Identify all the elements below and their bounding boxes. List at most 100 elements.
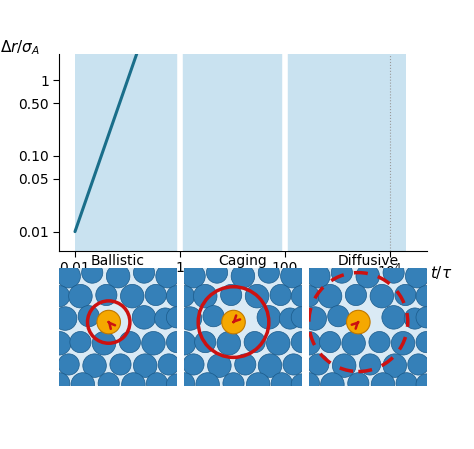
Circle shape bbox=[120, 284, 144, 308]
Circle shape bbox=[283, 354, 304, 375]
Circle shape bbox=[196, 373, 219, 396]
Circle shape bbox=[280, 308, 301, 329]
Circle shape bbox=[193, 284, 217, 308]
Circle shape bbox=[183, 354, 204, 375]
Circle shape bbox=[298, 373, 319, 394]
Circle shape bbox=[298, 286, 319, 307]
Circle shape bbox=[223, 373, 244, 394]
Circle shape bbox=[155, 308, 176, 329]
Circle shape bbox=[195, 331, 216, 352]
Circle shape bbox=[346, 284, 366, 306]
Circle shape bbox=[405, 264, 429, 288]
Circle shape bbox=[319, 331, 341, 352]
Circle shape bbox=[396, 373, 417, 394]
Circle shape bbox=[416, 374, 437, 395]
Bar bbox=[285, 0, 406, 251]
Circle shape bbox=[166, 331, 188, 352]
Circle shape bbox=[266, 331, 290, 355]
Circle shape bbox=[217, 331, 241, 355]
Circle shape bbox=[270, 284, 291, 306]
Circle shape bbox=[222, 310, 245, 334]
Circle shape bbox=[291, 374, 312, 395]
Circle shape bbox=[172, 331, 196, 355]
Circle shape bbox=[122, 373, 145, 396]
Circle shape bbox=[173, 286, 195, 307]
Circle shape bbox=[320, 373, 344, 396]
Circle shape bbox=[142, 331, 165, 355]
Circle shape bbox=[69, 284, 92, 308]
Circle shape bbox=[257, 306, 281, 329]
Circle shape bbox=[382, 306, 405, 329]
Circle shape bbox=[119, 331, 140, 352]
Circle shape bbox=[173, 373, 195, 394]
Circle shape bbox=[331, 262, 353, 283]
Circle shape bbox=[166, 286, 188, 307]
Circle shape bbox=[369, 331, 390, 352]
Title: Caging: Caging bbox=[219, 254, 267, 268]
Circle shape bbox=[70, 331, 91, 352]
Circle shape bbox=[391, 331, 415, 355]
Circle shape bbox=[203, 306, 224, 327]
Circle shape bbox=[404, 308, 426, 329]
Circle shape bbox=[383, 354, 407, 378]
Circle shape bbox=[47, 331, 71, 355]
Title: Ballistic: Ballistic bbox=[91, 254, 145, 268]
Circle shape bbox=[297, 331, 320, 355]
Circle shape bbox=[132, 306, 156, 329]
Circle shape bbox=[371, 373, 395, 396]
Circle shape bbox=[258, 354, 282, 378]
Circle shape bbox=[416, 286, 437, 307]
Circle shape bbox=[291, 331, 312, 352]
Circle shape bbox=[408, 354, 429, 375]
Circle shape bbox=[356, 264, 380, 288]
Circle shape bbox=[308, 354, 329, 375]
Circle shape bbox=[110, 354, 131, 375]
Circle shape bbox=[133, 354, 157, 378]
Circle shape bbox=[97, 310, 120, 334]
Circle shape bbox=[235, 354, 256, 375]
Circle shape bbox=[57, 264, 81, 288]
Circle shape bbox=[281, 264, 304, 288]
Circle shape bbox=[328, 306, 349, 327]
Circle shape bbox=[291, 307, 312, 328]
Circle shape bbox=[206, 262, 228, 283]
Circle shape bbox=[92, 331, 116, 355]
Circle shape bbox=[49, 373, 70, 394]
Circle shape bbox=[71, 373, 95, 396]
Circle shape bbox=[332, 354, 356, 378]
Circle shape bbox=[178, 307, 202, 330]
Circle shape bbox=[348, 373, 369, 394]
Circle shape bbox=[208, 354, 231, 378]
Circle shape bbox=[291, 286, 312, 307]
Circle shape bbox=[416, 331, 437, 352]
Circle shape bbox=[342, 331, 365, 355]
Circle shape bbox=[49, 286, 70, 307]
Text: $t/\tau$: $t/\tau$ bbox=[430, 264, 453, 281]
Circle shape bbox=[246, 373, 270, 396]
Text: $\Delta r/\sigma_A$: $\Delta r/\sigma_A$ bbox=[0, 38, 40, 57]
Circle shape bbox=[416, 307, 437, 328]
Circle shape bbox=[244, 331, 265, 352]
Circle shape bbox=[166, 374, 188, 395]
Circle shape bbox=[78, 306, 99, 327]
Circle shape bbox=[158, 354, 179, 375]
Circle shape bbox=[182, 264, 205, 288]
Circle shape bbox=[133, 262, 155, 283]
Circle shape bbox=[83, 354, 106, 378]
Circle shape bbox=[166, 307, 188, 328]
Circle shape bbox=[318, 284, 342, 308]
Circle shape bbox=[58, 354, 79, 375]
Circle shape bbox=[271, 373, 292, 394]
Circle shape bbox=[96, 284, 117, 306]
Circle shape bbox=[258, 262, 280, 283]
Circle shape bbox=[98, 373, 119, 394]
Circle shape bbox=[146, 373, 168, 394]
Title: Diffusive: Diffusive bbox=[337, 254, 398, 268]
Circle shape bbox=[231, 264, 255, 288]
Circle shape bbox=[307, 264, 330, 288]
Circle shape bbox=[106, 264, 130, 288]
Circle shape bbox=[82, 262, 103, 283]
Circle shape bbox=[346, 310, 370, 334]
Circle shape bbox=[370, 284, 393, 308]
Bar bbox=[180, 0, 285, 251]
